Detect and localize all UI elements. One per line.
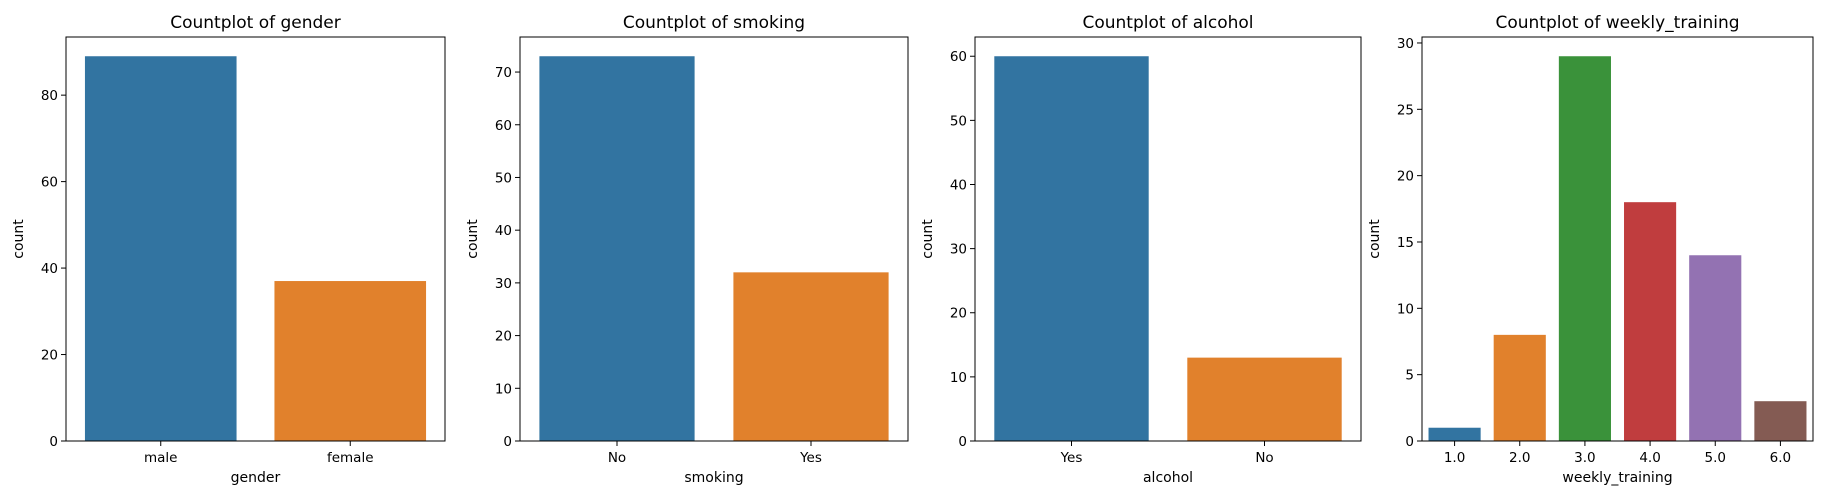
plot-frame <box>65 36 446 442</box>
y-axis-label: count <box>11 219 27 259</box>
bar-3-0 <box>1558 56 1611 442</box>
x-tick-label: female <box>327 450 374 466</box>
bar-No <box>1187 357 1342 441</box>
y-tick-label: 40 <box>495 223 512 239</box>
bar-5-0 <box>1689 255 1742 441</box>
y-tick-label: 30 <box>1397 36 1414 52</box>
x-tick-label: No <box>1255 450 1273 466</box>
chart-title: Countplot of gender <box>170 13 341 33</box>
y-tick-label: 5 <box>1405 368 1414 384</box>
x-tick-label: 4.0 <box>1639 450 1660 466</box>
y-tick-label: 50 <box>950 113 967 129</box>
y-tick-label: 10 <box>495 381 512 397</box>
x-tick-label: No <box>608 450 626 466</box>
plot-frame <box>974 36 1362 442</box>
x-axis-label: alcohol <box>1143 470 1193 486</box>
chart-panel-1: 0 20 40 60 80 male female Countplot of gender ge… <box>11 13 446 486</box>
y-tick-label: 0 <box>1405 434 1414 450</box>
chart-panel-2: 0 10 20 30 40 50 60 70 No Yes Countplot of smoking… <box>465 13 909 486</box>
y-tick-label: 20 <box>950 306 967 322</box>
y-tick-label: 40 <box>950 177 967 193</box>
x-tick-label: 3.0 <box>1574 450 1595 466</box>
x-axis-label: weekly_training <box>1562 470 1672 486</box>
x-tick-label: 2.0 <box>1509 450 1530 466</box>
chart-panel-4: 0 5 10 15 20 25 30 1.0 2.0 3.0 4.0 5.0 6.0 Countplot … <box>1367 13 1814 486</box>
y-tick-label: 60 <box>495 118 512 134</box>
y-tick-label: 20 <box>1397 169 1414 185</box>
bar-2-0 <box>1493 334 1546 441</box>
y-tick-label: 15 <box>1397 235 1414 251</box>
y-tick-label: 25 <box>1397 102 1414 118</box>
x-tick-label: male <box>144 450 177 466</box>
y-tick-label: 0 <box>503 434 512 450</box>
y-axis-label: count <box>1367 219 1383 259</box>
y-tick-label: 0 <box>49 434 58 450</box>
chart-title: Countplot of alcohol <box>1082 13 1253 33</box>
y-tick-label: 10 <box>1397 301 1414 317</box>
bar-1-0 <box>1428 427 1481 441</box>
y-tick-label: 40 <box>41 261 58 277</box>
x-axis-label: smoking <box>684 470 743 486</box>
y-tick-label: 20 <box>41 348 58 364</box>
bar-6-0 <box>1754 401 1807 441</box>
chart-title: Countplot of weekly_training <box>1495 13 1739 33</box>
y-tick-label: 30 <box>950 242 967 258</box>
plot-frame <box>1421 36 1814 442</box>
bar-male <box>84 56 237 442</box>
y-axis-label: count <box>465 219 481 259</box>
y-tick-label: 0 <box>958 434 967 450</box>
chart-title: Countplot of smoking <box>623 13 805 33</box>
y-axis-label: count <box>920 219 936 259</box>
x-axis-label: gender <box>231 470 281 486</box>
x-tick-label: Yes <box>799 450 822 466</box>
x-tick-label: 5.0 <box>1705 450 1726 466</box>
bar-female <box>274 281 427 441</box>
bar-No <box>539 56 695 442</box>
y-tick-label: 70 <box>495 65 512 81</box>
bar-Yes <box>994 56 1149 442</box>
bar-4-0 <box>1624 202 1677 441</box>
bar-Yes <box>733 272 889 441</box>
x-tick-label: Yes <box>1060 450 1083 466</box>
chart-panel-3: 0 10 20 30 40 50 60 Yes No Countplot of alcohol al… <box>920 13 1362 486</box>
x-tick-label: 1.0 <box>1444 450 1465 466</box>
x-tick-label: 6.0 <box>1770 450 1791 466</box>
y-tick-label: 30 <box>495 276 512 292</box>
y-tick-label: 20 <box>495 329 512 345</box>
y-tick-label: 80 <box>41 88 58 104</box>
y-tick-label: 60 <box>950 49 967 65</box>
y-tick-label: 50 <box>495 170 512 186</box>
y-tick-label: 10 <box>950 370 967 386</box>
y-tick-label: 60 <box>41 175 58 191</box>
plot-frame <box>519 36 909 442</box>
